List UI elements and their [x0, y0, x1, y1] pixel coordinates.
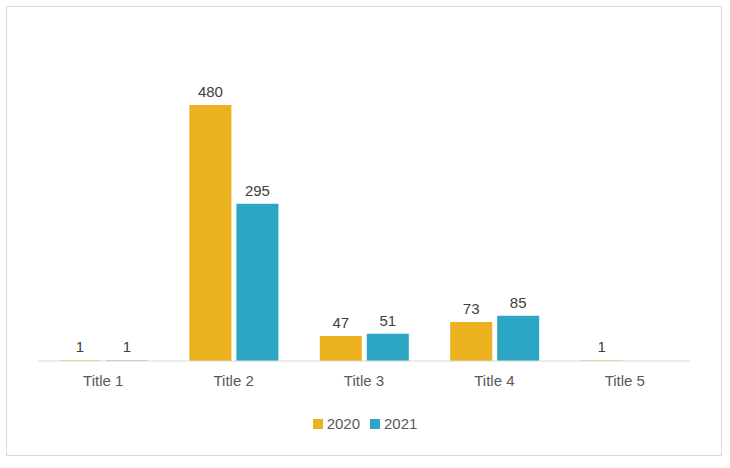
svg-text:Title 1: Title 1: [83, 372, 123, 389]
svg-text:295: 295: [245, 182, 270, 199]
svg-text:1: 1: [76, 338, 84, 355]
svg-text:73: 73: [463, 300, 480, 317]
svg-text:480: 480: [198, 83, 223, 100]
svg-text:Title 5: Title 5: [605, 372, 645, 389]
svg-text:1: 1: [123, 338, 131, 355]
svg-text:Title 4: Title 4: [474, 372, 514, 389]
html-text:2020: 2020: [326, 415, 360, 432]
html-text:2021: 2021: [384, 415, 418, 432]
svg-text:Title 3: Title 3: [344, 372, 384, 389]
svg-text:47: 47: [332, 314, 349, 331]
svg-text:85: 85: [510, 294, 527, 311]
svg-text:Title 2: Title 2: [213, 372, 253, 389]
svg-text:1: 1: [597, 338, 605, 355]
svg-text:51: 51: [379, 312, 396, 329]
